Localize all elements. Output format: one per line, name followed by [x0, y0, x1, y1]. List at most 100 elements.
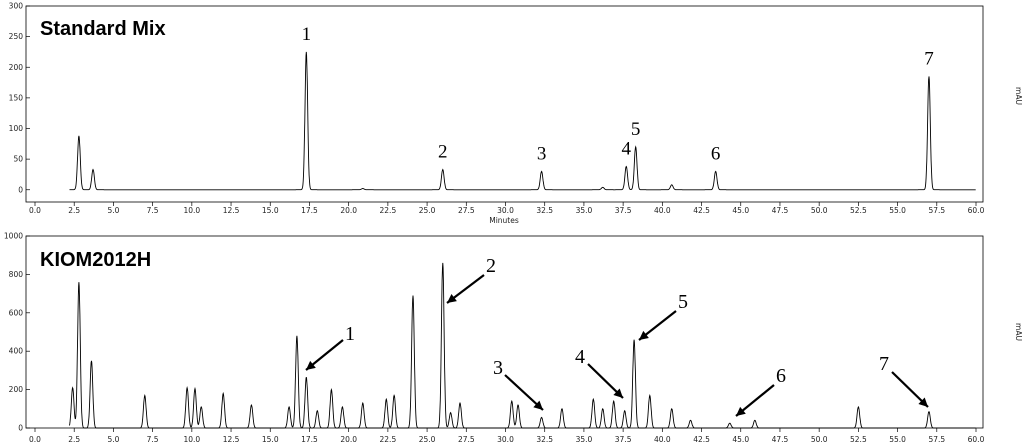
y-tick-label: 0 [18, 185, 23, 194]
peak-arrow-head [736, 406, 746, 416]
x-tick-label: 50.0 [811, 206, 828, 215]
panel-frame [25, 5, 984, 203]
panel-title: KIOM2012H [40, 249, 151, 271]
peak-label: 4 [622, 138, 632, 159]
x-tick-label: 0.0 [29, 206, 41, 215]
x-tick-label: 12.5 [223, 435, 240, 444]
x-tick-label: 47.5 [772, 206, 789, 215]
x-tick-label: 10.0 [183, 206, 200, 215]
y-tick-label: 250 [9, 32, 24, 41]
x-tick-label: 30.0 [497, 206, 514, 215]
x-tick-label: 25.0 [419, 435, 436, 444]
x-tick-label: 47.5 [772, 435, 789, 444]
x-tick-label: 22.5 [380, 206, 397, 215]
x-tick-label: 60.0 [968, 206, 985, 215]
x-tick-label: 27.5 [458, 206, 475, 215]
peak-label: 2 [486, 255, 496, 277]
panel-title: Standard Mix [40, 18, 166, 40]
x-tick-label: 5.0 [107, 206, 119, 215]
y-axis-title: mAU [1014, 87, 1023, 105]
peak-label: 1 [345, 323, 355, 345]
x-axis-title: Minutes [489, 216, 519, 225]
x-tick-label: 30.0 [497, 435, 514, 444]
x-tick-label: 55.0 [889, 435, 906, 444]
y-tick-labels: 0 200 400 600 800 1000 [4, 232, 30, 433]
peak-label: 3 [537, 143, 547, 164]
y-tick-label: 150 [9, 93, 24, 102]
x-tick-label: 57.5 [928, 435, 945, 444]
x-tick-label: 32.5 [536, 206, 553, 215]
x-tick-label: 7.5 [147, 206, 159, 215]
x-tick-label: 0.0 [29, 435, 41, 444]
x-tick-label: 12.5 [223, 206, 240, 215]
series-trace [69, 262, 976, 429]
x-tick-label: 45.0 [732, 435, 749, 444]
peak-arrow-head [639, 330, 649, 340]
x-tick-labels: 0.0 2.5 5.0 7.5 10.0 12.5 15.0 17.5 20.0 22.5 25.0… [29, 428, 985, 444]
x-tick-label: 15.0 [262, 206, 279, 215]
peak-labels: 1 2 3 45 6 7 [302, 24, 934, 164]
x-tick-label: 2.5 [68, 206, 80, 215]
x-tick-label: 22.5 [380, 435, 397, 444]
y-tick-labels: 0 50 100 150 200 250 300 [9, 2, 30, 194]
x-tick-label: 2.5 [68, 435, 80, 444]
y-tick-label: 800 [9, 270, 24, 279]
peak-arrow-head [447, 293, 457, 303]
peak-arrow-head [533, 400, 543, 410]
y-tick-label: 600 [9, 308, 24, 317]
x-tick-label: 55.0 [889, 206, 906, 215]
peak-label: 2 [438, 142, 448, 163]
x-tick-label: 15.0 [262, 435, 279, 444]
x-tick-label: 52.5 [850, 435, 867, 444]
x-tick-labels: 0.0 2.5 5.0 7.5 10.0 12.5 15.0 17.5 20.0 22.5 25.0… [29, 202, 985, 215]
x-tick-label: 45.0 [732, 206, 749, 215]
y-tick-label: 50 [13, 155, 23, 164]
panel-frame [25, 235, 984, 429]
x-tick-label: 40.0 [654, 435, 671, 444]
x-tick-label: 52.5 [850, 206, 867, 215]
x-tick-label: 5.0 [107, 435, 119, 444]
x-tick-label: 37.5 [615, 435, 632, 444]
peak-label: 7 [879, 353, 889, 375]
x-tick-label: 17.5 [301, 206, 318, 215]
x-tick-label: 35.0 [576, 206, 593, 215]
x-tick-label: 37.5 [615, 206, 632, 215]
y-tick-label: 300 [9, 2, 24, 11]
panel-kiom2012h: KIOM2012H mAU 0 200 400 600 800 1000 0.0 2.5 5.… [4, 232, 1023, 445]
y-tick-label: 100 [9, 124, 24, 133]
x-tick-label: 20.0 [340, 435, 357, 444]
x-tick-label: 42.5 [693, 435, 710, 444]
x-tick-label: 20.0 [340, 206, 357, 215]
series-trace [69, 51, 976, 191]
panel-standard-mix: Standard Mix Minutes mAU 050100150200250… [9, 2, 1023, 226]
peak-label: 4 [575, 346, 585, 368]
peak-label: 1 [302, 24, 312, 45]
y-tick-label: 1000 [4, 232, 23, 241]
peak-label: 5 [631, 119, 641, 140]
x-tick-label: 35.0 [576, 435, 593, 444]
x-tick-label: 42.5 [693, 206, 710, 215]
x-tick-label: 32.5 [536, 435, 553, 444]
x-tick-label: 17.5 [301, 435, 318, 444]
x-tick-label: 60.0 [968, 435, 985, 444]
peak-label: 6 [711, 143, 721, 164]
x-tick-label: 7.5 [147, 435, 159, 444]
y-tick-label: 200 [9, 385, 24, 394]
y-tick-label: 400 [9, 347, 24, 356]
x-tick-label: 57.5 [928, 206, 945, 215]
x-tick-label: 40.0 [654, 206, 671, 215]
x-tick-label: 50.0 [811, 435, 828, 444]
y-tick-label: 200 [9, 63, 24, 72]
peak-label: 7 [924, 48, 934, 69]
peak-arrow-head [306, 360, 316, 370]
x-tick-label: 25.0 [419, 206, 436, 215]
y-tick-label: 0 [18, 424, 23, 433]
peak-label: 5 [678, 291, 688, 313]
x-tick-label: 27.5 [458, 435, 475, 444]
x-tick-label: 10.0 [183, 435, 200, 444]
y-axis-title: mAU [1014, 323, 1023, 341]
peak-label: 3 [493, 357, 503, 379]
peak-arrow-head [613, 388, 623, 398]
